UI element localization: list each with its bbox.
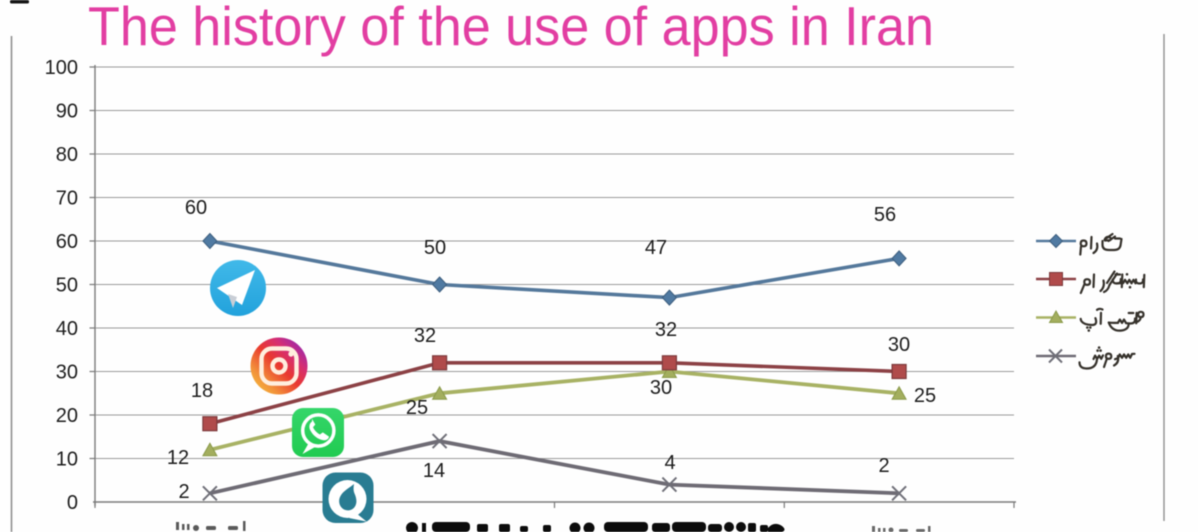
svg-text:10: 10 <box>56 449 78 471</box>
svg-text:60: 60 <box>185 197 207 219</box>
svg-text:32: 32 <box>655 319 677 341</box>
svg-text:90: 90 <box>56 101 78 123</box>
svg-text:80: 80 <box>56 144 78 166</box>
svg-text:50: 50 <box>56 275 78 297</box>
svg-text:60: 60 <box>56 231 78 253</box>
svg-text:2: 2 <box>878 455 889 477</box>
svg-text:18: 18 <box>191 380 213 402</box>
svg-text:30: 30 <box>650 377 672 399</box>
svg-text:56: 56 <box>874 204 896 226</box>
svg-text:4: 4 <box>664 452 675 474</box>
svg-text:25: 25 <box>406 397 428 419</box>
svg-text:14: 14 <box>423 460 445 482</box>
svg-text:32: 32 <box>414 325 436 347</box>
svg-text:0: 0 <box>67 492 78 514</box>
svg-text:30: 30 <box>888 334 910 356</box>
svg-text:25: 25 <box>914 385 936 407</box>
svg-text:2: 2 <box>178 481 189 503</box>
svg-text:50: 50 <box>424 237 446 259</box>
svg-text:12: 12 <box>167 447 189 469</box>
svg-text:20: 20 <box>56 405 78 427</box>
svg-text:100: 100 <box>45 57 78 79</box>
svg-text:70: 70 <box>56 188 78 210</box>
svg-text:The history of the use of apps: The history of the use of apps in Iran <box>88 0 934 57</box>
svg-text:40: 40 <box>56 318 78 340</box>
svg-text:47: 47 <box>645 237 667 259</box>
svg-text:30: 30 <box>56 362 78 384</box>
